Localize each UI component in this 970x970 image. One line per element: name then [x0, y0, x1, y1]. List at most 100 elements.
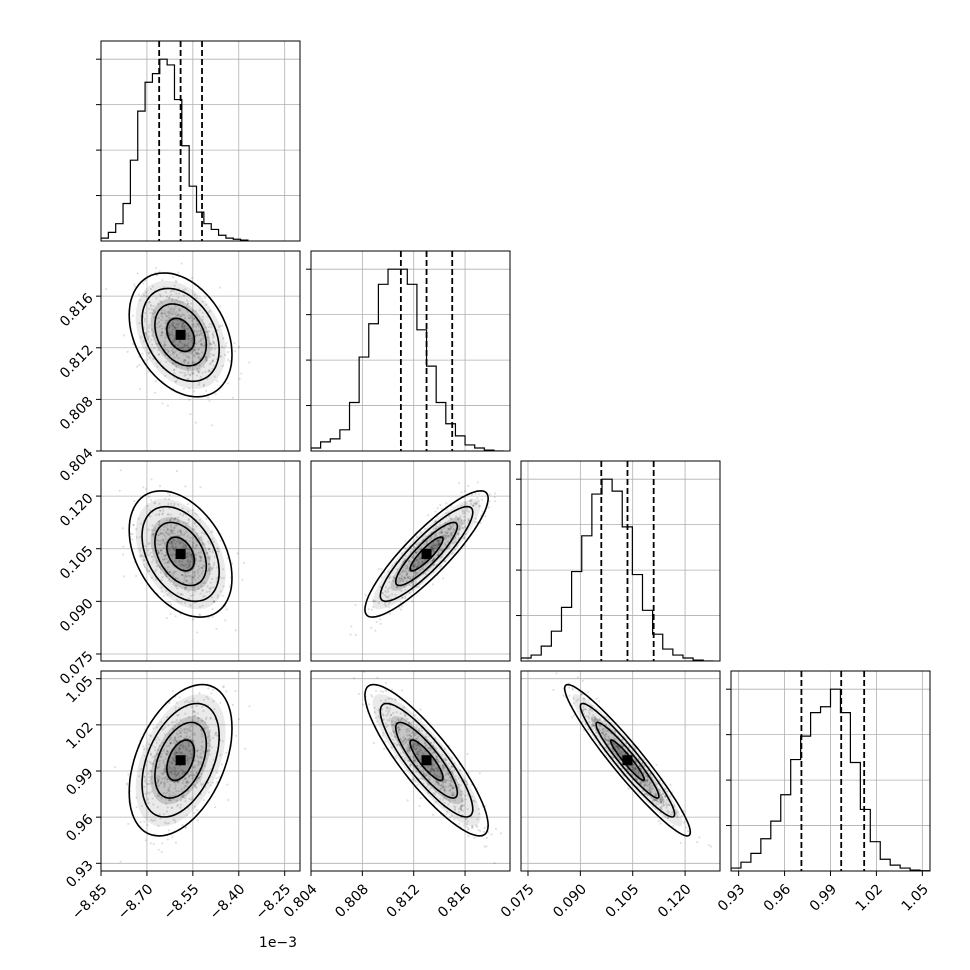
sample-point — [208, 369, 211, 373]
sample-point — [654, 793, 658, 797]
sample-point — [165, 617, 168, 620]
sample-point — [193, 355, 196, 358]
sample-point — [184, 797, 187, 800]
sample-point — [187, 334, 190, 338]
sample-point — [595, 718, 598, 722]
sample-point — [177, 723, 180, 727]
sample-point — [441, 783, 444, 787]
sample-point — [404, 742, 407, 745]
sample-point — [200, 745, 203, 748]
sample-point — [209, 550, 212, 553]
sample-point — [175, 739, 178, 742]
sample-point — [174, 784, 177, 787]
sample-point — [413, 554, 416, 557]
sample-point — [215, 627, 218, 631]
sample-point — [207, 562, 210, 566]
sample-point — [158, 512, 161, 515]
sample-point — [159, 549, 162, 552]
sample-point — [428, 749, 431, 752]
sample-point — [163, 343, 166, 346]
sample-point — [385, 725, 388, 729]
sample-point — [220, 763, 223, 766]
sample-point — [187, 519, 190, 522]
sample-point — [174, 615, 177, 618]
sample-point — [418, 568, 421, 571]
sample-point — [206, 339, 209, 342]
sample-point — [459, 807, 462, 810]
sample-point — [187, 327, 190, 330]
sample-point — [669, 783, 672, 786]
sample-point — [183, 572, 187, 575]
sample-point — [183, 786, 186, 790]
sample-point — [172, 504, 176, 507]
sample-point — [149, 769, 152, 772]
sample-point — [450, 533, 453, 536]
sample-point — [144, 331, 147, 334]
sample-point — [425, 541, 428, 544]
sample-point — [648, 786, 651, 790]
sample-point — [195, 545, 198, 548]
sample-point — [152, 308, 155, 311]
sample-point — [402, 560, 405, 563]
sample-point — [189, 564, 192, 567]
sample-point — [187, 316, 190, 320]
sample-point — [603, 719, 606, 723]
sample-point — [150, 769, 153, 773]
histogram-step — [521, 478, 714, 661]
sample-point — [449, 784, 452, 787]
sample-point — [379, 699, 383, 702]
sample-point — [411, 777, 414, 781]
sample-point — [158, 543, 161, 547]
sample-point — [186, 356, 189, 359]
sample-point — [422, 772, 425, 775]
sample-point — [434, 510, 437, 513]
sample-point — [163, 764, 166, 768]
sample-point — [168, 571, 171, 574]
sample-point — [170, 502, 173, 505]
sample-point — [198, 364, 201, 367]
sample-point — [447, 798, 451, 801]
sample-point — [460, 789, 463, 793]
sample-point — [172, 781, 175, 784]
sample-point — [183, 701, 187, 704]
sample-point — [211, 332, 214, 335]
sample-point — [140, 768, 143, 771]
sample-point — [155, 561, 158, 565]
sample-point — [445, 502, 448, 505]
contour-level — [394, 721, 459, 799]
sample-point — [661, 796, 664, 799]
sample-point — [659, 807, 663, 810]
sample-point — [196, 351, 200, 355]
panel-frame — [100, 670, 301, 872]
sample-point — [208, 791, 211, 794]
sample-point — [150, 555, 153, 558]
sample-point — [350, 625, 353, 628]
sample-point — [186, 780, 189, 783]
sample-point — [155, 513, 158, 516]
sample-point — [151, 797, 154, 800]
sample-point — [213, 600, 216, 603]
sample-point — [184, 771, 187, 774]
sample-point — [191, 544, 194, 547]
sample-point — [206, 736, 210, 739]
sample-point — [199, 755, 202, 758]
sample-point — [406, 799, 409, 802]
sample-point — [571, 688, 574, 691]
sample-point — [643, 784, 646, 787]
sample-point — [617, 746, 620, 749]
sample-point — [183, 316, 186, 319]
density-peak — [175, 548, 186, 559]
sample-point — [406, 728, 409, 731]
sample-point — [474, 521, 477, 524]
sample-point — [199, 330, 202, 333]
sample-point — [592, 724, 595, 727]
sample-point — [454, 536, 457, 539]
sample-point — [207, 548, 210, 551]
sample-point — [169, 519, 172, 522]
sample-point — [568, 694, 571, 698]
sample-point — [427, 735, 430, 738]
sample-point — [402, 569, 405, 572]
sample-point — [198, 574, 201, 577]
sample-point — [178, 747, 181, 751]
sample-point — [447, 772, 450, 775]
